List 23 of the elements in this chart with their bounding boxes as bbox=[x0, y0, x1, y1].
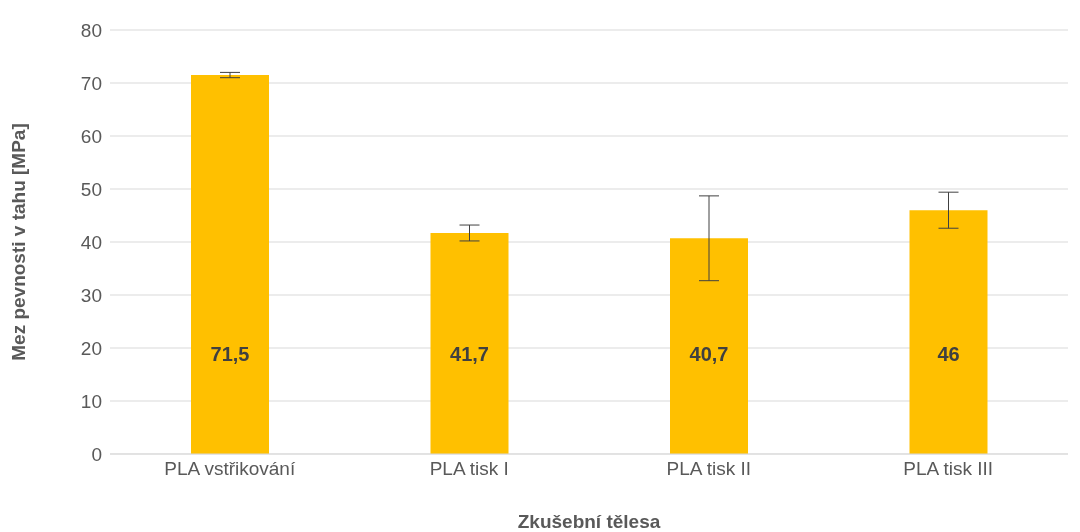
y-tick-label: 20 bbox=[80, 337, 102, 359]
bar bbox=[430, 232, 509, 454]
x-axis-title: Zkušební tělesa bbox=[517, 511, 661, 532]
y-tick-label: 70 bbox=[80, 72, 102, 94]
y-tick-label: 80 bbox=[80, 19, 102, 41]
y-tick-label: 0 bbox=[91, 443, 102, 465]
y-tick-label: 10 bbox=[80, 390, 102, 412]
data-label: 40,7 bbox=[689, 343, 729, 366]
x-tick-label: PLA vstřikování bbox=[164, 458, 296, 480]
y-tick-label: 60 bbox=[80, 125, 102, 147]
y-axis-title: Mez pevnosti v tahu [MPa] bbox=[7, 123, 29, 361]
data-label: 41,7 bbox=[450, 343, 489, 366]
data-label: 46 bbox=[937, 343, 960, 366]
bar bbox=[909, 210, 988, 454]
y-tick-label: 40 bbox=[80, 231, 102, 253]
y-tick-label: 30 bbox=[80, 284, 102, 306]
bar bbox=[191, 75, 269, 454]
data-label: 71,5 bbox=[210, 343, 250, 366]
y-tick-label: 50 bbox=[80, 178, 102, 200]
x-tick-label: PLA tisk III bbox=[903, 458, 994, 480]
x-tick-label: PLA tisk II bbox=[666, 458, 751, 480]
x-tick-label: PLA tisk I bbox=[429, 458, 509, 480]
bar bbox=[670, 238, 748, 454]
